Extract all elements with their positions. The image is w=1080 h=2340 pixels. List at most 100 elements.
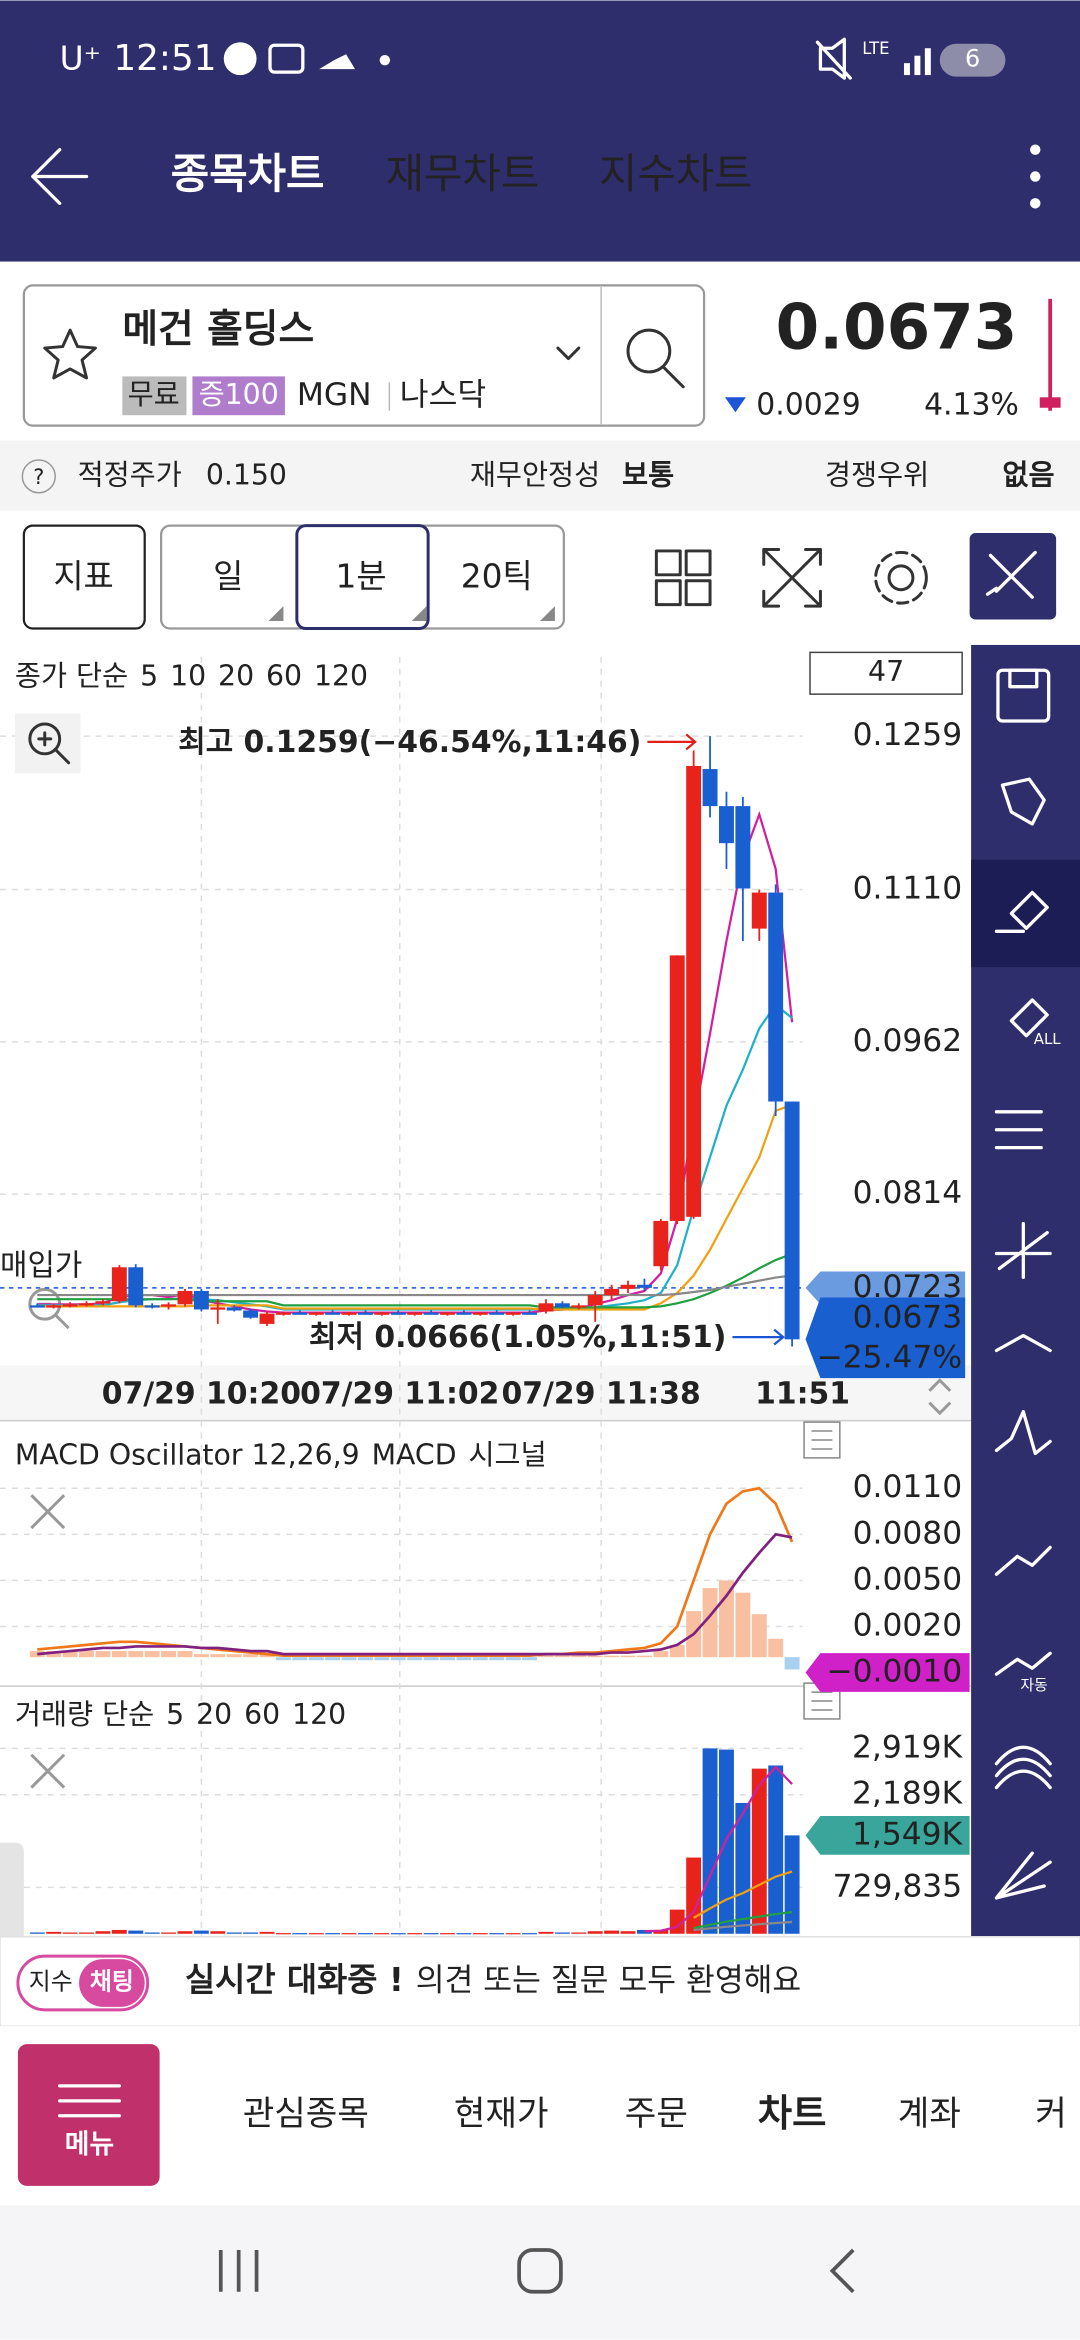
info-label: 경쟁우위	[825, 458, 929, 491]
macd-bar	[111, 1651, 127, 1658]
macd-bar	[243, 1654, 259, 1658]
legend-entry: 시그널	[468, 1438, 546, 1471]
volume-bar	[210, 1931, 226, 1934]
tab-active[interactable]: 종목차트	[171, 149, 325, 198]
macd-bar	[538, 1655, 554, 1658]
price-change-pct: 4.13%	[924, 388, 1019, 423]
macd-bar	[95, 1651, 111, 1658]
back-button[interactable]	[31, 148, 89, 206]
macd-bar	[620, 1655, 636, 1658]
macd-bar	[423, 1657, 439, 1661]
y-tick-label: 2,189K	[852, 1776, 964, 1812]
volume-marker	[805, 1815, 970, 1855]
candle-body	[620, 1284, 636, 1289]
macd-bar	[456, 1657, 472, 1661]
volume-bar	[554, 1932, 570, 1934]
x-tick-label: 07/29 10:20	[102, 1377, 301, 1412]
candle-body	[308, 1312, 324, 1315]
zoom-in[interactable]	[14, 713, 81, 774]
x-tick-label: 07/29 11:02	[300, 1377, 499, 1412]
nav-item[interactable]: 주문	[625, 2094, 688, 2134]
toolbar-icons[interactable]: ALL 자동	[971, 668, 1080, 1900]
nav-item[interactable]: 현재가	[454, 2094, 549, 2134]
dropdown[interactable]	[556, 346, 581, 361]
candle-body	[111, 1267, 127, 1302]
candle-body	[784, 1101, 800, 1340]
tab[interactable]: 지수차트	[599, 149, 753, 198]
nav-item[interactable]: 커	[1035, 2094, 1067, 2134]
macd-bar	[128, 1651, 144, 1658]
macd-bar	[161, 1651, 177, 1658]
legend-entry: 5	[166, 1698, 184, 1731]
nav-item-active[interactable]: 차트	[758, 2091, 827, 2135]
volume-bar	[571, 1932, 587, 1934]
volume-ma	[693, 1920, 793, 1932]
volume-bar	[751, 1768, 767, 1934]
candle-body	[243, 1310, 259, 1318]
candle-body	[341, 1312, 357, 1315]
period[interactable]: 1분	[335, 557, 386, 595]
tools-icon	[985, 550, 1037, 599]
legend-title: 종가 단순	[15, 660, 128, 693]
macd-bar	[554, 1655, 570, 1658]
macd-bar	[440, 1657, 455, 1661]
close-panel[interactable]	[30, 1494, 66, 1530]
volume-bar	[407, 1933, 423, 1935]
search-button[interactable]	[626, 328, 685, 389]
layout-button[interactable]	[654, 549, 712, 607]
x-axis-band	[0, 1365, 972, 1421]
panel-menu[interactable]	[803, 1421, 841, 1459]
tab[interactable]: 재무차트	[386, 149, 540, 198]
indicator-button[interactable]	[22, 524, 146, 630]
svg-text:자동: 자동	[1020, 1676, 1047, 1694]
settings-button[interactable]	[874, 550, 928, 605]
chip-label: 지수	[29, 1967, 73, 1995]
candle-body	[226, 1307, 242, 1311]
volume-bar	[390, 1933, 406, 1935]
nav-item[interactable]: 계좌	[898, 2094, 961, 2134]
macd-marker	[805, 1653, 970, 1692]
macd-bar	[144, 1651, 160, 1658]
volume-bar	[161, 1932, 177, 1934]
period[interactable]: 20틱	[461, 557, 533, 595]
candle-body	[571, 1305, 587, 1308]
volume-bar	[702, 1748, 718, 1934]
legend-entry: 20	[196, 1698, 232, 1731]
candle-body	[686, 765, 702, 1217]
candle-body	[653, 1220, 669, 1267]
candle-body	[46, 1305, 62, 1308]
period[interactable]: 일	[213, 557, 243, 595]
volume-bar	[308, 1933, 324, 1935]
mini-candle	[1039, 298, 1061, 411]
tag: 무료	[128, 378, 180, 411]
macd-bar	[587, 1655, 603, 1658]
macd-bar	[374, 1657, 390, 1661]
candle-body	[95, 1301, 111, 1304]
close-panel[interactable]	[30, 1753, 66, 1789]
y-tick-label: 2,919K	[852, 1729, 964, 1765]
nav-item[interactable]: 관심종목	[243, 2094, 369, 2134]
chat-bar[interactable]	[0, 1935, 1080, 2027]
volume-bar	[522, 1933, 538, 1935]
macd-bar	[522, 1657, 538, 1661]
candle-body	[79, 1303, 94, 1306]
y-tick-label: 0.0110	[853, 1469, 963, 1505]
period-selected[interactable]	[295, 524, 430, 631]
candle-body	[522, 1312, 538, 1315]
info-label: 적정주가	[78, 458, 182, 491]
candle-body	[505, 1312, 521, 1315]
resize-handle[interactable]	[928, 1378, 952, 1416]
fullscreen-button[interactable]	[762, 547, 822, 608]
help-icon[interactable]	[21, 459, 56, 494]
macd-bar	[489, 1657, 505, 1661]
moving-average	[37, 1252, 793, 1309]
more-button[interactable]	[1030, 144, 1041, 209]
legend-entry: 10	[170, 660, 206, 693]
favorite-star[interactable]	[43, 328, 97, 380]
candle-body	[407, 1312, 423, 1315]
menu-label: 메뉴	[65, 2129, 114, 2160]
volume-bar	[620, 1931, 636, 1934]
back-nav[interactable]	[829, 2248, 855, 2294]
recent-apps[interactable]	[218, 2250, 259, 2292]
home-button[interactable]	[517, 2248, 563, 2294]
